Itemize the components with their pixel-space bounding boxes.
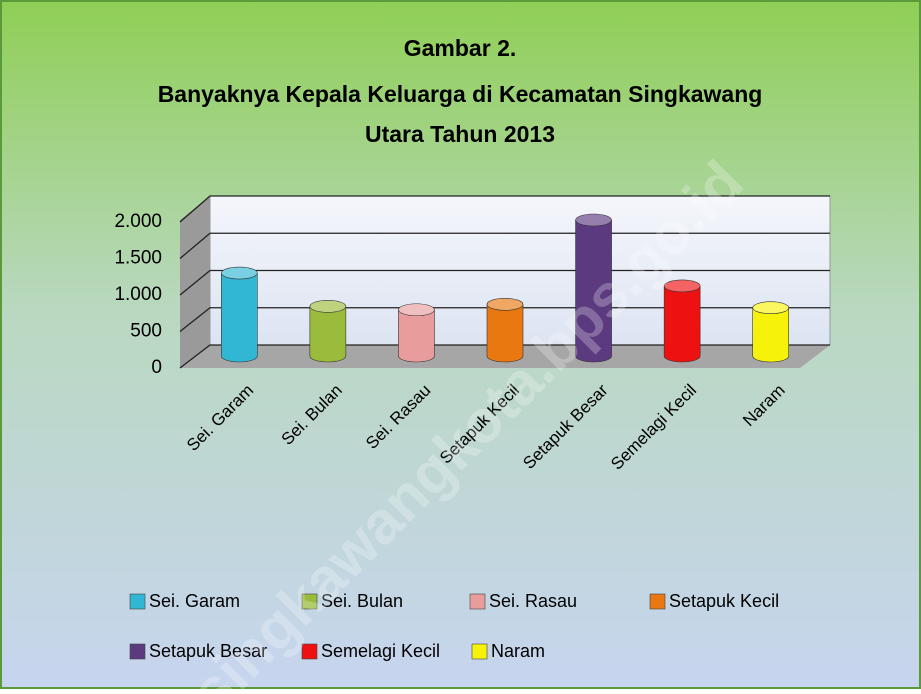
bar xyxy=(486,298,524,363)
bar xyxy=(663,279,701,363)
legend-label: Sei. Rasau xyxy=(489,591,577,611)
bar-body xyxy=(575,220,612,356)
chart-title: Banyaknya Kepala Keluarga di Kecamatan S… xyxy=(158,81,763,107)
legend-label: Sei. Garam xyxy=(149,591,240,611)
bar-top xyxy=(220,266,258,280)
chart-title: Utara Tahun 2013 xyxy=(365,121,555,147)
bar-body xyxy=(309,306,346,356)
bar-top xyxy=(575,213,612,227)
legend-swatch xyxy=(301,593,318,610)
legend-label: Setapuk Besar xyxy=(149,641,267,661)
bar-top xyxy=(663,279,701,293)
y-tick-label: 1.500 xyxy=(114,248,162,269)
legend-label: Semelagi Kecil xyxy=(321,641,440,661)
grid-line xyxy=(179,232,830,259)
grid-line xyxy=(179,307,830,333)
legend-swatch xyxy=(649,593,666,610)
bar-top xyxy=(309,300,347,313)
legend-label: Sei. Bulan xyxy=(321,591,403,611)
y-tick-label: 0 xyxy=(151,357,162,378)
y-tick-label: 500 xyxy=(130,321,162,342)
legend-swatch xyxy=(471,643,488,660)
bar xyxy=(309,300,347,363)
bar-body xyxy=(398,309,435,356)
legend-label: Naram xyxy=(491,641,545,661)
grid-line xyxy=(179,344,830,369)
bar xyxy=(220,266,258,363)
bar xyxy=(752,301,790,363)
legend-swatch xyxy=(129,643,146,660)
bar-body xyxy=(664,285,701,356)
bar-top xyxy=(398,303,435,317)
y-tick-label: 1.000 xyxy=(114,284,162,305)
y-tick-label: 2.000 xyxy=(114,211,162,232)
legend-swatch xyxy=(469,593,486,610)
chart-title: Gambar 2. xyxy=(404,35,517,61)
legend-label: Setapuk Kecil xyxy=(669,591,779,611)
grid-line xyxy=(179,195,830,223)
legend-swatch xyxy=(301,643,318,660)
bar-body xyxy=(752,307,789,356)
bar xyxy=(575,213,612,363)
bar xyxy=(398,303,435,363)
bar-body xyxy=(487,304,523,356)
grid-line xyxy=(179,269,830,296)
legend-swatch xyxy=(129,593,146,610)
bar-top xyxy=(752,301,790,315)
bar-body xyxy=(221,273,258,356)
bar-top xyxy=(486,298,524,311)
